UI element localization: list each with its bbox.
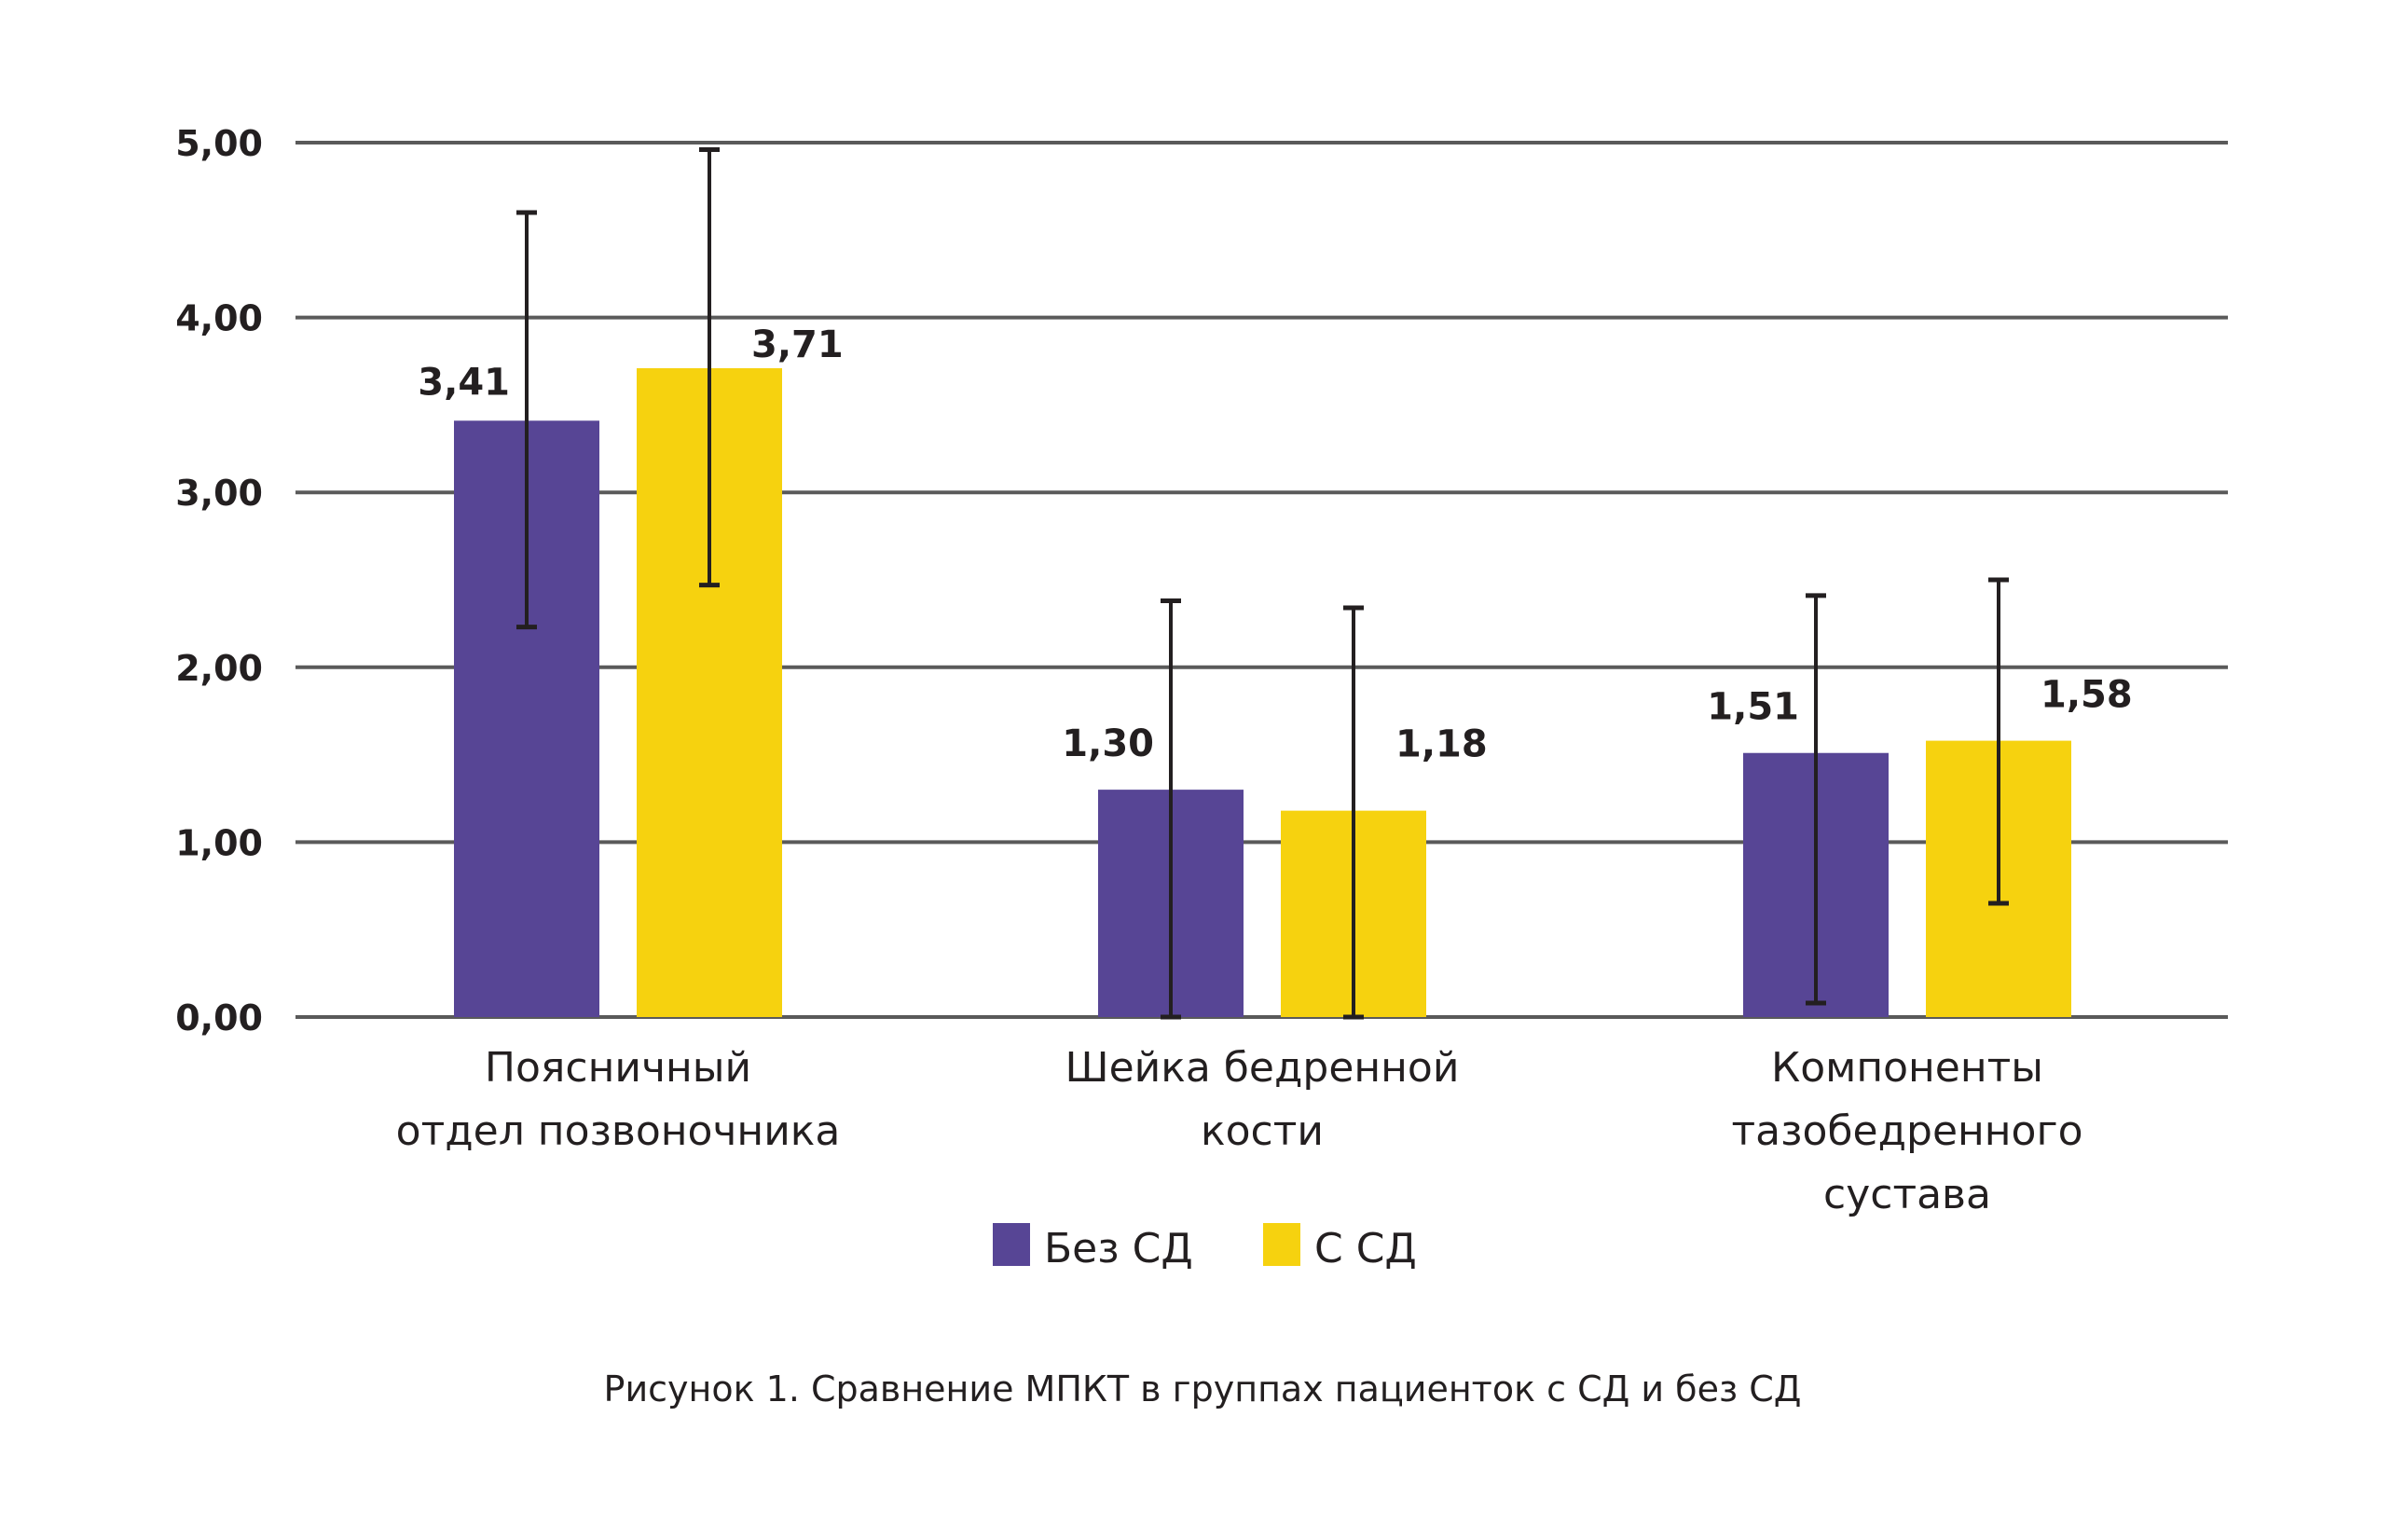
legend-swatch-1	[1263, 1223, 1300, 1266]
legend-label-0: Без СД	[1044, 1225, 1193, 1272]
data-labels: 3,41 1,30 1,51 3,71 1,18 1,58	[418, 323, 2132, 766]
legend-swatch-0	[993, 1223, 1030, 1266]
gridlines	[295, 141, 2228, 1019]
data-label-series1-cat1: 1,18	[1395, 723, 1488, 766]
x-axis-category-labels: Поясничный отдел позвоночника Шейка бедрен…	[396, 1044, 2083, 1218]
bars	[454, 368, 2071, 1017]
category-label-0-line-0: Поясничный	[485, 1044, 751, 1092]
category-label-1-line-1: кости	[1201, 1107, 1324, 1155]
y-axis-tick-labels: 0,00 1,00 2,00 3,00 4,00 5,00	[175, 123, 263, 1038]
y-tick-label-5: 5,00	[175, 123, 263, 164]
data-label-series1-cat0: 3,71	[751, 323, 844, 366]
data-label-series0-cat1: 1,30	[1062, 722, 1154, 765]
error-bars	[516, 147, 2009, 1020]
data-label-series0-cat0: 3,41	[418, 361, 510, 404]
category-label-2-line-2: сустава	[1823, 1171, 1991, 1218]
data-label-series1-cat2: 1,58	[2041, 674, 2133, 717]
category-label-2-line-0: Компоненты	[1771, 1044, 2043, 1092]
category-label-0-line-1: отдел позвоночника	[396, 1107, 841, 1155]
y-tick-label-1: 1,00	[175, 822, 263, 863]
y-tick-label-0: 0,00	[175, 997, 263, 1038]
y-tick-label-3: 3,00	[175, 473, 263, 514]
legend: Без СД С СД	[993, 1223, 1417, 1272]
category-label-1-line-0: Шейка бедренной	[1065, 1044, 1460, 1092]
data-label-series0-cat2: 1,51	[1707, 686, 1799, 729]
bar-chart: 0,00 1,00 2,00 3,00 4,00 5,00 3,41 1,30 1,51 3,7…	[175, 123, 2228, 1272]
figure-caption: Рисунок 1. Сравнение МПКТ в группах паци…	[603, 1368, 1802, 1409]
legend-label-1: С СД	[1314, 1225, 1417, 1272]
category-label-2-line-1: тазобедренного	[1731, 1107, 2082, 1155]
y-tick-label-4: 4,00	[175, 298, 263, 339]
y-tick-label-2: 2,00	[175, 648, 263, 689]
